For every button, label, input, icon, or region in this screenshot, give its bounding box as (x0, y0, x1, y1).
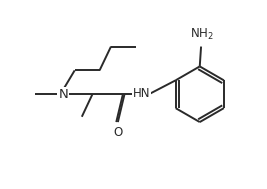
Text: N: N (58, 88, 68, 101)
Text: O: O (113, 126, 122, 139)
Text: NH$_2$: NH$_2$ (190, 27, 214, 42)
Text: HN: HN (133, 87, 150, 100)
